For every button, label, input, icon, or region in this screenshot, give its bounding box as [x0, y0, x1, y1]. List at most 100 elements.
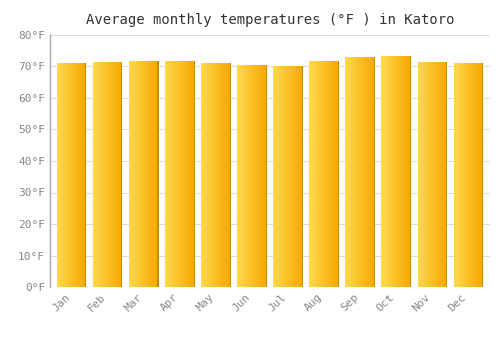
Bar — [132, 61, 134, 287]
Bar — [389, 56, 390, 287]
Bar — [382, 56, 383, 287]
Bar — [462, 63, 463, 287]
Bar — [294, 66, 296, 287]
Bar — [421, 62, 422, 287]
Bar — [395, 56, 396, 287]
Bar — [266, 65, 267, 287]
Bar — [99, 62, 100, 287]
Bar — [249, 65, 250, 287]
Bar — [280, 66, 281, 287]
Bar — [314, 61, 315, 287]
Bar — [165, 61, 166, 287]
Bar — [95, 62, 96, 287]
Bar — [419, 62, 420, 287]
Bar — [362, 57, 363, 287]
Bar — [302, 66, 303, 287]
Bar — [110, 62, 112, 287]
Bar — [481, 63, 482, 287]
Bar — [157, 61, 158, 287]
Bar — [392, 56, 394, 287]
Bar — [478, 63, 480, 287]
Bar — [114, 62, 115, 287]
Bar — [228, 63, 229, 287]
Bar — [112, 62, 113, 287]
Bar — [135, 61, 136, 287]
Bar — [455, 63, 456, 287]
Bar — [482, 63, 483, 287]
Bar — [361, 57, 362, 287]
Bar — [360, 57, 361, 287]
Bar — [293, 66, 294, 287]
Bar — [176, 61, 177, 287]
Bar — [460, 63, 461, 287]
Bar — [255, 65, 256, 287]
Bar — [364, 57, 366, 287]
Bar — [220, 63, 221, 287]
Bar — [328, 61, 330, 287]
Bar — [290, 66, 291, 287]
Bar — [101, 62, 102, 287]
Bar — [286, 66, 288, 287]
Bar — [243, 65, 244, 287]
Bar — [262, 65, 263, 287]
Bar — [367, 57, 368, 287]
Bar — [397, 56, 398, 287]
Bar — [432, 62, 433, 287]
Bar — [215, 63, 216, 287]
Bar — [186, 61, 187, 287]
Bar — [427, 62, 428, 287]
Bar — [279, 66, 280, 287]
Bar — [67, 63, 68, 287]
Bar — [213, 63, 214, 287]
Bar — [96, 62, 98, 287]
Bar — [238, 65, 240, 287]
Bar — [388, 56, 389, 287]
Bar — [302, 66, 303, 287]
Bar — [187, 61, 188, 287]
Bar — [441, 62, 442, 287]
Bar — [405, 56, 406, 287]
Bar — [463, 63, 464, 287]
Bar — [410, 56, 411, 287]
Bar — [334, 61, 335, 287]
Bar — [166, 61, 168, 287]
Bar — [442, 62, 444, 287]
Bar — [410, 56, 411, 287]
Bar — [174, 61, 176, 287]
Bar — [404, 56, 405, 287]
Bar — [226, 63, 227, 287]
Bar — [319, 61, 320, 287]
Bar — [469, 63, 470, 287]
Bar — [400, 56, 402, 287]
Bar — [461, 63, 462, 287]
Bar — [244, 65, 246, 287]
Bar — [241, 65, 242, 287]
Bar — [192, 61, 193, 287]
Bar — [229, 63, 230, 287]
Bar — [408, 56, 409, 287]
Bar — [72, 63, 73, 287]
Bar — [311, 61, 312, 287]
Bar — [149, 61, 150, 287]
Bar — [353, 57, 354, 287]
Bar — [107, 62, 108, 287]
Bar — [73, 63, 74, 287]
Bar — [436, 62, 438, 287]
Bar — [180, 61, 182, 287]
Bar — [422, 62, 424, 287]
Bar — [298, 66, 299, 287]
Bar — [299, 66, 300, 287]
Bar — [62, 63, 63, 287]
Bar — [374, 57, 375, 287]
Bar — [336, 61, 338, 287]
Bar — [156, 61, 157, 287]
Bar — [212, 63, 213, 287]
Bar — [420, 62, 421, 287]
Bar — [119, 62, 120, 287]
Bar — [71, 63, 72, 287]
Bar — [385, 56, 386, 287]
Title: Average monthly temperatures (°F ) in Katoro: Average monthly temperatures (°F ) in Ka… — [86, 13, 454, 27]
Bar — [237, 65, 238, 287]
Bar — [264, 65, 266, 287]
Bar — [431, 62, 432, 287]
